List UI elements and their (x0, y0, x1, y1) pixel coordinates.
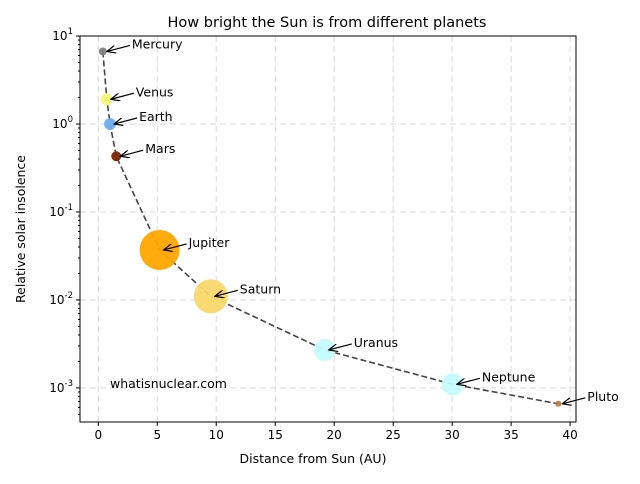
label-pluto: Pluto (587, 389, 618, 404)
y-tick-label: 10-3 (49, 379, 73, 395)
y-tick-label: 100 (52, 115, 73, 131)
point-uranus (313, 338, 336, 361)
x-tick-label: 5 (153, 428, 161, 442)
arrow-jupiter (164, 243, 187, 250)
x-tick-label: 15 (268, 428, 283, 442)
y-tick-label: 10-1 (49, 203, 73, 219)
x-tick-label: 20 (327, 428, 342, 442)
points (98, 47, 562, 407)
label-mercury: Mercury (132, 36, 183, 51)
label-neptune: Neptune (482, 369, 536, 384)
x-ticks: 0 5 10 15 20 25 30 35 40 (94, 422, 578, 442)
y-ticks: 101 100 10-1 10-2 10-3 (49, 27, 80, 415)
label-uranus: Uranus (354, 335, 398, 350)
arrow-earth (114, 117, 138, 124)
label-venus: Venus (136, 84, 174, 99)
arrow-mercury (107, 44, 130, 51)
grid (80, 35, 576, 422)
y-tick-label: 10-2 (49, 291, 73, 307)
label-jupiter: Jupiter (188, 235, 231, 250)
arrow-venus (111, 92, 134, 99)
point-mars (111, 151, 122, 162)
x-tick-label: 35 (503, 428, 518, 442)
y-tick-label: 101 (52, 27, 73, 43)
point-labels: Mercury Venus Earth Mars Jupiter Saturn Uranus… (107, 36, 619, 403)
arrow-neptune (457, 377, 481, 384)
x-tick-label: 0 (94, 428, 102, 442)
arrow-mars (120, 149, 144, 156)
label-earth: Earth (139, 109, 173, 124)
point-saturn (193, 279, 228, 314)
x-tick-label: 10 (209, 428, 224, 442)
arrow-saturn (215, 289, 238, 296)
point-mercury (98, 47, 107, 56)
point-neptune (441, 373, 464, 396)
label-saturn: Saturn (240, 281, 281, 296)
annotation-watermark: whatisnuclear.com (110, 376, 227, 391)
point-jupiter (139, 229, 180, 270)
label-mars: Mars (145, 141, 175, 156)
x-axis-label: Distance from Sun (AU) (240, 451, 387, 466)
plot-frame (79, 35, 577, 423)
arrow-pluto (562, 397, 586, 404)
arrow-uranus (329, 343, 352, 350)
chart-title: How bright the Sun is from different pla… (168, 15, 487, 31)
x-tick-label: 30 (445, 428, 460, 442)
point-pluto (555, 400, 562, 407)
y-axis-label: Relative solar insolence (13, 155, 28, 303)
x-tick-label: 25 (386, 428, 401, 442)
x-tick-label: 40 (562, 428, 577, 442)
